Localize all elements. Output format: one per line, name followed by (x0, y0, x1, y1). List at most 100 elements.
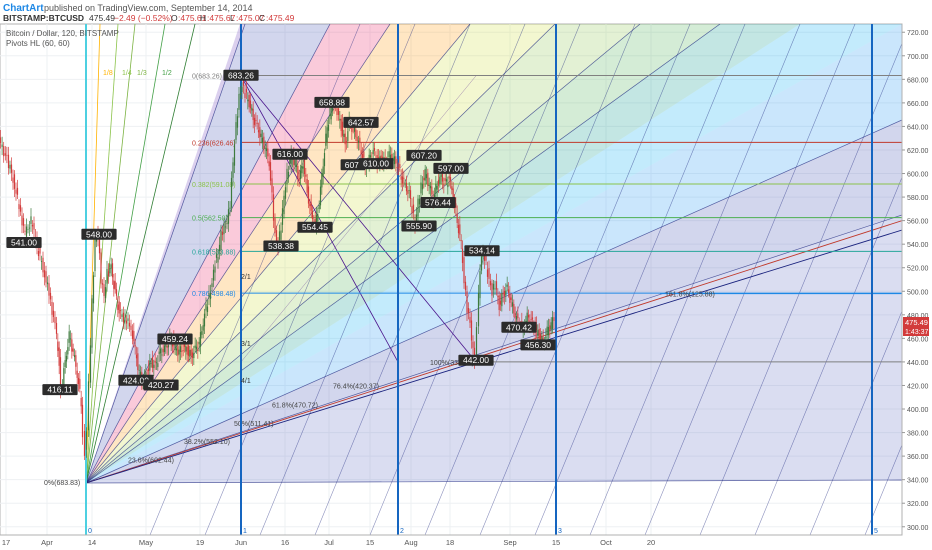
candle-body (452, 188, 454, 202)
candle-body (306, 179, 308, 193)
y-axis[interactable]: 300.00 320.00 340.00 360.00 380.00 400.00 420.… (901, 24, 932, 535)
pivot-label-bg (223, 69, 259, 81)
candle-body (396, 167, 398, 168)
gann-upper-ray (85, 24, 166, 484)
candle-body (257, 130, 260, 133)
parallel-ray (644, 24, 856, 535)
parallel-ray (864, 444, 902, 535)
pivot-label-bg (143, 379, 179, 391)
pivot-label-bg (501, 321, 537, 333)
candle-body (114, 281, 116, 290)
candle-body (16, 187, 19, 195)
candle-body (424, 168, 426, 181)
pivot-label-bg (420, 196, 456, 208)
y-tick-label: 520.00 (907, 266, 929, 273)
candle-body (322, 166, 324, 177)
brand-label[interactable]: ChartArt (3, 3, 44, 14)
candle-body (472, 341, 474, 348)
candle-body (305, 174, 307, 177)
pivot-label: 576.44 (425, 197, 451, 207)
candle-body (221, 231, 224, 235)
candle-body (106, 268, 108, 284)
open-label: O (171, 13, 178, 23)
pivot-label-bg (433, 162, 469, 174)
cross-line (240, 75, 477, 363)
candle-body (431, 186, 433, 195)
candle-body (311, 211, 314, 220)
candle-body (125, 320, 128, 324)
pivot-label-bg (314, 96, 350, 108)
candle-body (319, 186, 322, 206)
candle-body (507, 289, 510, 293)
x-axis[interactable]: 17 Apr 14 May 19 Jun 16 Jul 15 Aug 18 Sep 15 Oct 20 (0, 534, 902, 547)
candle-body (436, 185, 438, 190)
change-value: −2.49 (−0.52%) (114, 13, 173, 23)
candle-body (297, 165, 299, 178)
candle-body (39, 247, 41, 254)
y-tick-label: 360.00 (907, 454, 929, 461)
candle-body (223, 223, 225, 235)
candle-body (545, 336, 547, 339)
y-tick-label: 540.00 (907, 242, 929, 249)
candle-body (183, 344, 186, 347)
candle-body (236, 116, 239, 128)
candle-body (113, 280, 115, 289)
candle-body (194, 345, 196, 348)
candle-body (412, 204, 415, 213)
candle-body (58, 347, 60, 366)
y-tick-label: 460.00 (907, 336, 929, 343)
candle-body (252, 108, 254, 121)
pivot-label: 420.27 (148, 380, 174, 390)
candle-body (73, 355, 76, 358)
candle-body (57, 341, 59, 351)
candle-body (190, 349, 192, 356)
candle-body (553, 317, 555, 321)
candle-body (531, 317, 534, 320)
candle-body (3, 146, 5, 157)
candle-body (440, 174, 442, 177)
candle-body (321, 173, 323, 188)
candle-body (117, 304, 119, 310)
candle-body (475, 327, 478, 357)
annotations-layer: 541.00 416.11 548.00 424.00 420.27 459.24 683.… (6, 69, 556, 396)
candle-body (443, 184, 445, 186)
candle-body (43, 270, 46, 278)
candle-body (244, 92, 246, 98)
candle-body (510, 297, 512, 301)
cycle-label: 2 (400, 528, 404, 535)
candle-body (444, 178, 446, 181)
candle-body (298, 178, 300, 181)
fib-retracement-layer: 0(683.26) 0.236(626.46) 0.382(591.08) 0.5(5… (44, 74, 902, 487)
candle-body (347, 131, 349, 142)
candle-body (492, 283, 495, 290)
candle-body (138, 369, 140, 371)
gann-fan-ratio-label: 2/1 (241, 274, 251, 281)
candle-body (479, 271, 481, 299)
candle-body (403, 177, 405, 179)
candle-body (502, 292, 504, 295)
candle-body (248, 95, 250, 108)
candle-body (235, 122, 237, 140)
candle-body (461, 248, 464, 263)
candle-body (393, 156, 396, 165)
candle-body (456, 213, 458, 223)
pivot-label: 607. (345, 160, 362, 170)
x-tick-label: 16 (281, 538, 289, 547)
candle-body (227, 209, 230, 224)
y-tick-label: 580.00 (907, 195, 929, 202)
fib-ext-label: 0%(683.83) (44, 480, 80, 487)
candle-body (122, 312, 125, 323)
fib-level-label: 0.618(533.88) (192, 249, 236, 256)
low-value: :475.07 (236, 13, 265, 23)
candle-body (94, 236, 96, 272)
gann-fan-ratio-label: 1/3 (137, 70, 147, 77)
candle-body (21, 215, 23, 226)
y-axis-bg (902, 24, 932, 535)
candle-body (12, 177, 14, 183)
candle-body (91, 298, 93, 348)
candle-body (103, 284, 105, 297)
candle-body (19, 205, 22, 212)
candle-body (10, 164, 13, 173)
candle-body (92, 275, 95, 304)
gann-fan-ratio-label: 1/4 (122, 70, 132, 77)
